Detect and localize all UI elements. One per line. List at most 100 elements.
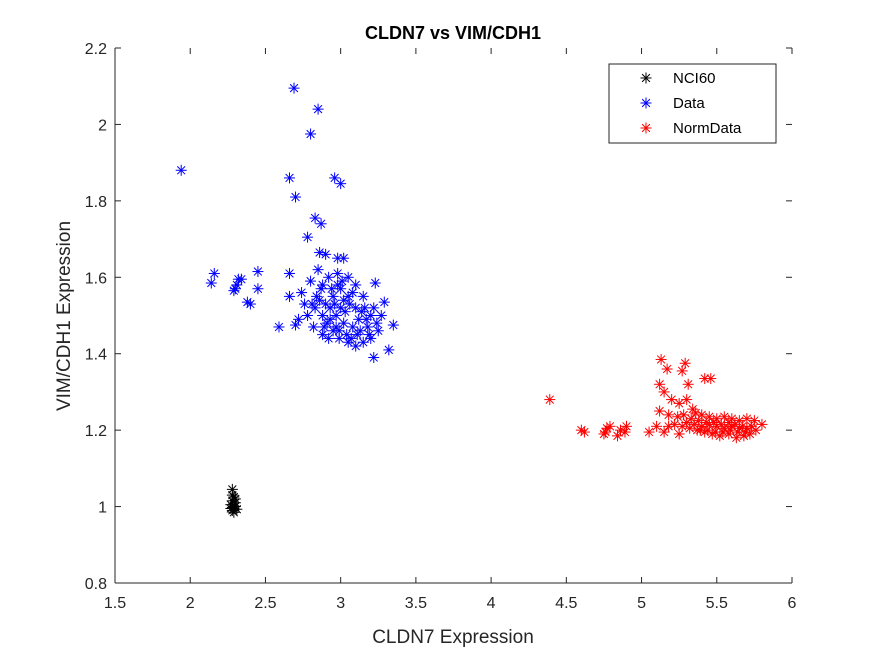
data-point bbox=[290, 319, 302, 331]
data-point bbox=[363, 329, 375, 341]
data-point bbox=[284, 172, 296, 184]
data-point bbox=[347, 287, 359, 299]
data-point bbox=[699, 426, 711, 438]
legend: NCI60 Data NormData bbox=[608, 63, 777, 144]
series-normdata bbox=[544, 353, 768, 444]
data-point bbox=[226, 489, 238, 501]
y-tick-label: 2.2 bbox=[85, 41, 107, 58]
y-tick-label: 1.4 bbox=[85, 347, 107, 364]
data-point bbox=[318, 321, 330, 333]
data-point bbox=[244, 298, 256, 310]
x-tick-label: 6 bbox=[788, 595, 797, 612]
data-point bbox=[682, 378, 694, 390]
data-point bbox=[718, 411, 730, 423]
data-point bbox=[284, 267, 296, 279]
data-point bbox=[741, 413, 753, 425]
legend-item-data: Data bbox=[640, 95, 705, 112]
data-point bbox=[601, 422, 613, 434]
data-point bbox=[299, 298, 311, 310]
data-point bbox=[679, 357, 691, 369]
data-point bbox=[356, 306, 368, 318]
data-point bbox=[654, 405, 666, 417]
data-point bbox=[745, 420, 757, 432]
data-point bbox=[681, 394, 693, 406]
legend-marker bbox=[640, 122, 652, 134]
data-point bbox=[702, 424, 714, 436]
data-point bbox=[320, 248, 332, 260]
data-point bbox=[305, 275, 317, 287]
data-point bbox=[687, 403, 699, 415]
data-point bbox=[362, 321, 374, 333]
data-point bbox=[284, 290, 296, 302]
data-point bbox=[378, 296, 390, 308]
data-point bbox=[678, 409, 690, 421]
y-axis-ticks: 0.8 1 1.2 1.4 1.6 1.8 2 2.2 bbox=[85, 41, 792, 593]
data-point bbox=[308, 321, 320, 333]
data-point bbox=[666, 394, 678, 406]
data-point bbox=[293, 313, 305, 325]
data-point bbox=[724, 424, 736, 436]
data-point bbox=[175, 164, 187, 176]
data-point bbox=[342, 271, 354, 283]
y-axis-label: VIM/CDH1 Expression bbox=[54, 221, 75, 411]
data-point bbox=[205, 277, 217, 289]
data-point bbox=[338, 294, 350, 306]
data-point bbox=[225, 502, 237, 514]
data-point bbox=[312, 103, 324, 115]
x-tick-label: 5 bbox=[637, 595, 646, 612]
y-tick-label: 1.2 bbox=[85, 423, 107, 440]
data-point bbox=[643, 426, 655, 438]
legend-label: NCI60 bbox=[673, 70, 716, 87]
data-point bbox=[330, 310, 342, 321]
x-tick-label: 4.5 bbox=[555, 595, 577, 612]
x-axis-ticks: 1.5 2 2.5 3 3.5 4 4.5 5 5.5 6 bbox=[104, 48, 797, 612]
data-point bbox=[544, 394, 556, 406]
legend-marker bbox=[640, 97, 652, 109]
data-point bbox=[693, 415, 705, 427]
data-point bbox=[351, 329, 363, 341]
y-tick-label: 1 bbox=[98, 500, 107, 517]
series-nci60 bbox=[225, 483, 243, 518]
legend-item-nci60: NCI60 bbox=[640, 70, 716, 87]
data-point bbox=[288, 82, 300, 94]
data-point bbox=[323, 332, 335, 344]
x-tick-label: 1.5 bbox=[104, 595, 126, 612]
data-point bbox=[345, 332, 357, 344]
data-point bbox=[658, 426, 670, 438]
data-point bbox=[598, 428, 610, 440]
data-point bbox=[372, 325, 384, 337]
data-point bbox=[333, 332, 345, 344]
data-point bbox=[235, 273, 247, 285]
data-point bbox=[368, 352, 380, 364]
data-point bbox=[327, 290, 339, 302]
data-point bbox=[673, 428, 685, 440]
data-point bbox=[315, 218, 327, 230]
y-tick-label: 1.8 bbox=[85, 194, 107, 211]
data-point bbox=[663, 409, 675, 421]
data-point bbox=[651, 420, 663, 432]
legend-item-normdata: NormData bbox=[640, 120, 742, 137]
data-point bbox=[365, 310, 377, 321]
data-point bbox=[663, 420, 675, 432]
data-point bbox=[357, 290, 369, 302]
data-point bbox=[705, 373, 717, 385]
data-point bbox=[604, 420, 616, 432]
x-tick-label: 3 bbox=[336, 595, 345, 612]
data-point bbox=[315, 283, 327, 295]
data-point bbox=[715, 418, 727, 430]
data-point bbox=[350, 279, 362, 291]
data-points bbox=[175, 82, 768, 518]
data-point bbox=[273, 321, 285, 333]
data-point bbox=[252, 283, 264, 295]
data-point bbox=[336, 275, 348, 287]
data-point bbox=[344, 298, 356, 310]
x-tick-label: 4 bbox=[487, 595, 496, 612]
data-point bbox=[619, 426, 631, 438]
y-tick-label: 1.6 bbox=[85, 270, 107, 287]
data-point bbox=[306, 298, 318, 310]
data-point bbox=[658, 386, 670, 398]
x-axis-label: CLDN7 Expression bbox=[372, 627, 534, 648]
data-point bbox=[208, 267, 220, 279]
y-tick-label: 2 bbox=[98, 117, 107, 134]
